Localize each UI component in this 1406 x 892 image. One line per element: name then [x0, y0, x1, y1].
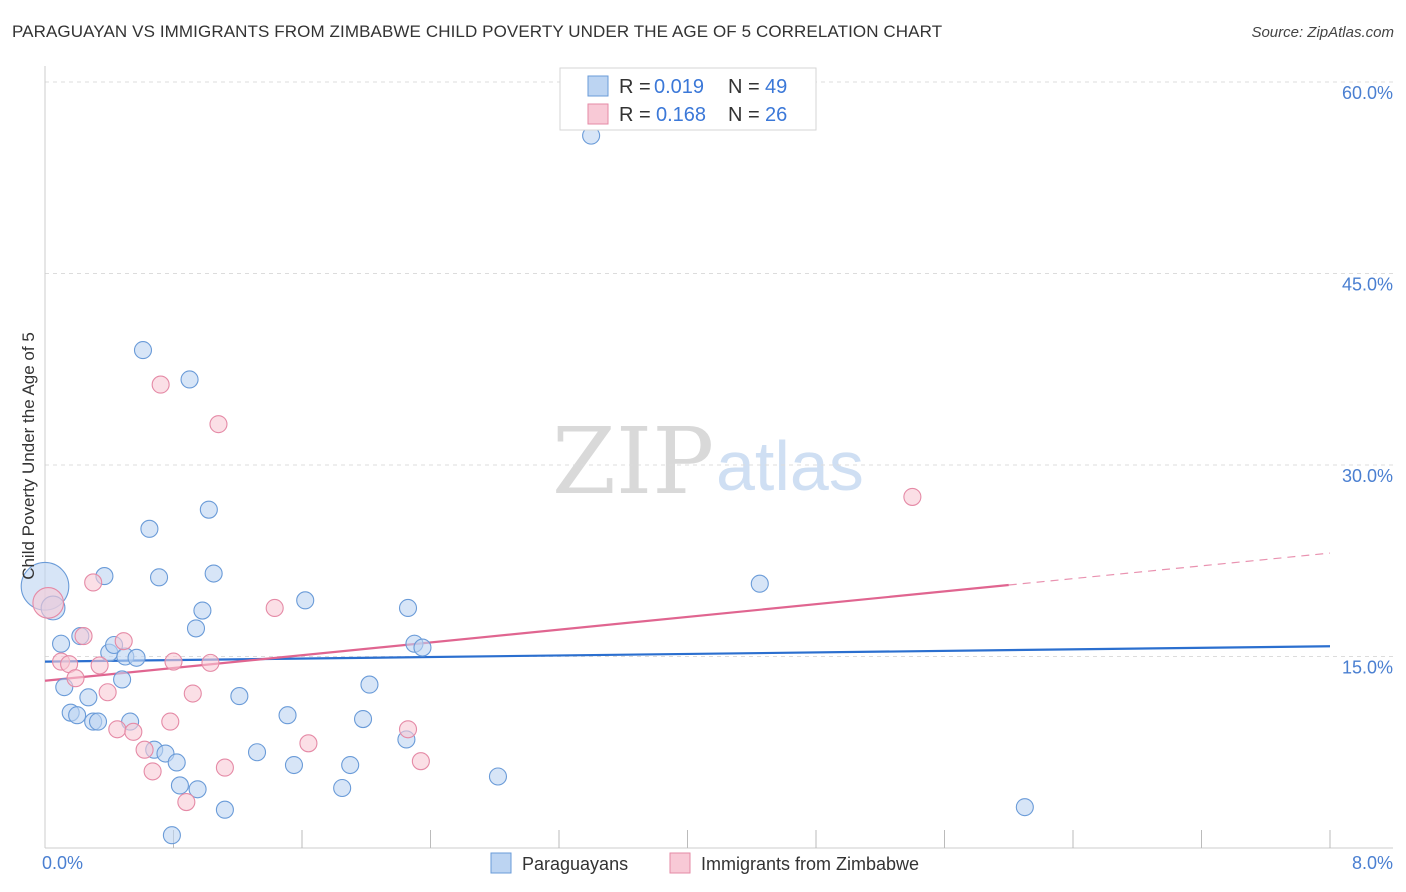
point-zimbabwe-6 — [90, 656, 109, 675]
point-paraguayans-48 — [1015, 798, 1034, 817]
point-paraguayans-16 — [127, 648, 146, 667]
point-zimbabwe-0 — [32, 587, 65, 619]
point-paraguayans-5 — [68, 706, 87, 725]
trend-line-0 — [44, 645, 1331, 663]
point-zimbabwe-13 — [151, 375, 170, 394]
legend-r-value-2: 0.168 — [656, 104, 706, 126]
point-paraguayans-24 — [170, 776, 189, 795]
point-zimbabwe-9 — [114, 632, 133, 651]
point-zimbabwe-19 — [209, 415, 228, 434]
y-tick-label-0: 15.0% — [1342, 658, 1393, 678]
data-points — [20, 126, 1034, 845]
point-paraguayans-38 — [341, 755, 360, 775]
point-paraguayans-20 — [149, 568, 169, 587]
point-zimbabwe-4 — [74, 627, 93, 646]
point-paraguayans-23 — [167, 753, 186, 772]
x-tick-label-1: 8.0% — [1352, 853, 1393, 873]
point-zimbabwe-25 — [903, 487, 922, 506]
x-tick-label-0: 0.0% — [42, 853, 83, 873]
y-axis-label: Child Poverty Under the Age of 5 — [19, 332, 38, 580]
watermark-atlas: atlas — [716, 427, 864, 505]
chart-source: Source: ZipAtlas.com — [1251, 24, 1394, 41]
point-paraguayans-42 — [398, 598, 418, 618]
point-zimbabwe-14 — [161, 712, 180, 731]
trend-line-extension-1 — [1008, 552, 1331, 586]
point-paraguayans-13 — [113, 670, 132, 689]
watermark: ZIP atlas — [552, 408, 864, 515]
point-paraguayans-27 — [188, 780, 207, 799]
watermark-zip: ZIP — [552, 408, 714, 515]
point-zimbabwe-18 — [201, 653, 220, 672]
legend-swatch-blue — [587, 75, 609, 97]
legend-r-label-2: R = — [619, 104, 651, 126]
gridlines — [45, 81, 1393, 657]
point-paraguayans-29 — [199, 500, 218, 519]
y-tick-label-2: 45.0% — [1342, 275, 1393, 295]
point-paraguayans-32 — [230, 687, 249, 706]
point-zimbabwe-8 — [108, 720, 127, 739]
legend-series: Paraguayans Immigrants from Zimbabwe — [490, 852, 919, 874]
y-tick-label-3: 60.0% — [1342, 83, 1393, 103]
point-paraguayans-18 — [140, 519, 159, 538]
point-paraguayans-30 — [204, 564, 223, 583]
legend-stats: R = 0.019 N = 49 R = 0.168 N = 26 — [559, 67, 817, 131]
legend-series-paraguayans: Paraguayans — [522, 854, 628, 874]
point-paraguayans-34 — [278, 706, 297, 725]
legend-series-swatch-zimbabwe — [669, 852, 691, 874]
point-paraguayans-9 — [88, 712, 108, 731]
point-paraguayans-37 — [333, 778, 352, 798]
point-zimbabwe-15 — [164, 652, 183, 671]
point-paraguayans-45 — [488, 767, 508, 786]
point-paraguayans-26 — [186, 619, 206, 638]
point-zimbabwe-24 — [411, 752, 430, 771]
legend-r-label-1: R = — [619, 76, 651, 98]
point-zimbabwe-20 — [215, 758, 234, 777]
point-zimbabwe-23 — [398, 720, 418, 739]
axes — [44, 66, 1393, 849]
point-paraguayans-22 — [162, 826, 181, 845]
chart-title: PARAGUAYAN VS IMMIGRANTS FROM ZIMBABWE C… — [12, 22, 943, 41]
legend-n-label-2: N = — [728, 104, 760, 126]
legend-swatch-pink — [587, 103, 609, 125]
point-zimbabwe-16 — [177, 792, 196, 812]
point-paraguayans-31 — [215, 800, 234, 819]
point-paraguayans-17 — [133, 341, 153, 360]
point-zimbabwe-7 — [98, 683, 117, 702]
legend-n-label-1: N = — [728, 76, 760, 98]
point-paraguayans-2 — [52, 634, 71, 653]
point-paraguayans-33 — [247, 743, 267, 762]
legend-r-value-1: 0.019 — [654, 76, 704, 98]
point-zimbabwe-17 — [183, 684, 202, 703]
legend-series-zimbabwe: Immigrants from Zimbabwe — [701, 854, 919, 874]
point-zimbabwe-11 — [135, 740, 154, 759]
point-paraguayans-35 — [284, 755, 304, 775]
y-tick-label-1: 30.0% — [1342, 466, 1393, 486]
point-paraguayans-36 — [296, 591, 315, 610]
point-paraguayans-39 — [353, 710, 373, 729]
point-zimbabwe-10 — [124, 722, 143, 741]
legend-n-value-1: 49 — [765, 76, 787, 98]
point-zimbabwe-12 — [143, 762, 162, 781]
legend-series-swatch-paraguayans — [490, 852, 512, 874]
point-paraguayans-40 — [360, 675, 379, 694]
point-zimbabwe-5 — [84, 573, 103, 592]
point-paraguayans-7 — [79, 688, 98, 707]
legend-n-value-2: 26 — [765, 104, 787, 126]
tick-labels: 15.0% 30.0% 45.0% 60.0% 0.0% 8.0% — [42, 83, 1393, 873]
point-paraguayans-25 — [180, 370, 199, 389]
point-zimbabwe-3 — [66, 669, 85, 688]
point-paraguayans-47 — [750, 574, 769, 593]
point-paraguayans-44 — [413, 638, 432, 657]
point-zimbabwe-22 — [299, 734, 318, 753]
trend-lines — [44, 552, 1331, 682]
point-zimbabwe-21 — [265, 598, 284, 618]
point-paraguayans-28 — [193, 601, 212, 620]
